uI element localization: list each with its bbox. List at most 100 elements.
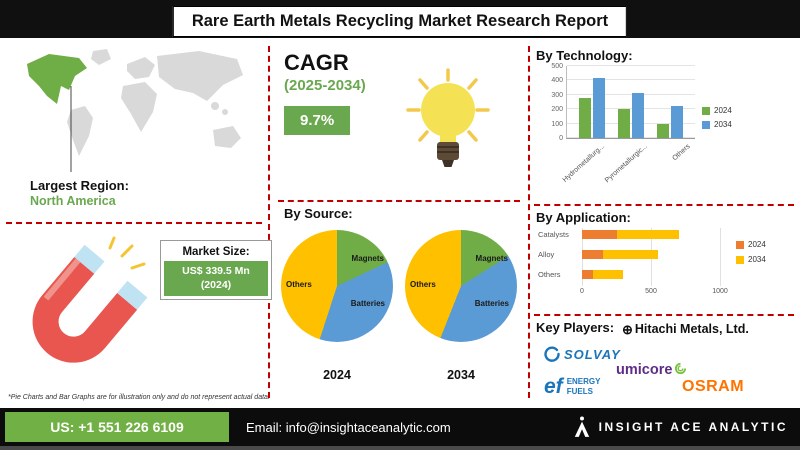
- pie-label-others: Others: [286, 280, 312, 289]
- x-tick-label: 500: [645, 288, 657, 295]
- app-bar-track: [582, 269, 720, 279]
- cagr-period: (2025-2034): [284, 77, 366, 94]
- divider-vertical-1: [268, 46, 270, 398]
- energy-fuels-logo: ef ENERGY FUELS: [544, 376, 600, 397]
- market-size-value: US$ 339.5 Mn (2024): [164, 261, 268, 297]
- application-x-ticks: 0 500 1000: [580, 288, 728, 298]
- bar-segment-2024: [582, 249, 603, 259]
- bar-2034: [593, 77, 606, 138]
- technology-plot-area: 0 100 200 300 400 500: [551, 63, 695, 142]
- app-category-label: Others: [538, 269, 561, 279]
- hitachi-logo-text: Hitachi Metals, Ltd.: [634, 322, 749, 336]
- pie-label-magnets: Magnets: [351, 254, 384, 263]
- hitachi-logo: ⊕ Hitachi Metals, Ltd.: [622, 322, 749, 336]
- phone-contact[interactable]: US: +1 551 226 6109: [5, 412, 229, 442]
- market-size-year: (2024): [200, 278, 232, 291]
- disclaimer-footnote: *Pie Charts and Bar Graphs are for illus…: [8, 394, 270, 401]
- energy-fuels-text: ENERGY FUELS: [567, 377, 601, 395]
- footer-bottom-strip: [0, 446, 800, 450]
- brand-lockup: INSIGHT ACE ANALYTIC: [573, 412, 788, 442]
- market-size-amount: US$ 339.5 Mn: [182, 265, 250, 277]
- largest-region-label: Largest Region:: [30, 178, 129, 193]
- bar-2034: [631, 93, 644, 138]
- app-category-label: Alloy: [538, 249, 555, 259]
- technology-category-labels: Hydrometallurg... Pyrometallurgic... Other…: [562, 140, 706, 186]
- legend-label: 2034: [748, 255, 766, 264]
- y-tick-label: 500: [551, 63, 563, 70]
- bar-segment-2024: [582, 229, 617, 239]
- magnet-illustration: [10, 234, 150, 384]
- x-tick-label: 0: [580, 288, 584, 295]
- legend-swatch: [736, 255, 744, 264]
- pie-label-batteries: Batteries: [474, 299, 509, 308]
- app-row: Alloy: [538, 248, 790, 260]
- application-bar-chart: Catalysts Alloy Others 0 500 1000 2024 2034: [538, 228, 790, 312]
- bar-segment-2024: [582, 269, 594, 279]
- legend-item: 2024: [736, 240, 766, 249]
- insight-ace-logo-icon: [574, 416, 589, 437]
- gridline: [567, 122, 695, 124]
- category-label: Pyrometallurgic...: [603, 143, 649, 185]
- technology-legend: 2024 2034: [702, 106, 732, 129]
- hitachi-mark-icon: ⊕: [622, 321, 633, 337]
- app-row: Others: [538, 268, 790, 280]
- gridline: [720, 228, 721, 286]
- legend-label: 2024: [748, 240, 766, 249]
- gridline: [567, 79, 695, 81]
- pie-label-magnets: Magnets: [475, 254, 508, 263]
- osram-logo: OSRAM: [682, 378, 745, 395]
- legend-item: 2034: [736, 255, 766, 264]
- bar-segment-2034: [616, 229, 679, 239]
- page-title: Rare Earth Metals Recycling Market Resea…: [172, 6, 628, 37]
- cagr-label: CAGR: [284, 50, 349, 75]
- pie-chart-2024: Magnets Batteries Others: [281, 230, 393, 342]
- category-label: Others: [671, 143, 692, 163]
- world-map-svg: [27, 49, 243, 172]
- app-bar-track: [582, 249, 720, 259]
- world-map: [8, 46, 260, 174]
- application-rows: Catalysts Alloy Others: [538, 228, 790, 280]
- y-tick-label: 100: [551, 120, 563, 128]
- gridline: [567, 137, 695, 138]
- divider-right-1: [534, 204, 794, 206]
- x-tick-label: 1000: [712, 288, 728, 295]
- email-contact[interactable]: Email: info@insightaceanalytic.com: [246, 419, 451, 435]
- energy-fuels-line2: FUELS: [566, 386, 593, 396]
- y-tick-label: 0: [559, 135, 563, 142]
- bar-group: [579, 66, 606, 138]
- lightbulb-icon: [406, 68, 490, 167]
- divider-left: [6, 222, 262, 224]
- lightbulb-illustration: [398, 66, 498, 178]
- gridline: [567, 93, 695, 95]
- umicore-logo-text: umicore: [616, 362, 673, 378]
- legend-swatch: [702, 106, 710, 115]
- energy-fuels-line1: ENERGY: [566, 377, 601, 387]
- pie-label-batteries: Batteries: [350, 299, 385, 308]
- by-technology-title: By Technology:: [536, 48, 633, 63]
- legend-item: 2024: [702, 106, 732, 115]
- bar-groups: [567, 66, 695, 138]
- pie-year-2024: 2024: [323, 368, 351, 382]
- magnet-icon: [32, 236, 148, 363]
- legend-label: 2034: [714, 120, 732, 129]
- by-source-title: By Source:: [284, 206, 353, 221]
- pie-year-2034: 2034: [447, 368, 475, 382]
- energy-fuels-mark: ef: [544, 375, 563, 398]
- y-tick-label: 300: [551, 91, 563, 99]
- market-size-card: Market Size: US$ 339.5 Mn (2024): [160, 240, 272, 301]
- pie-chart-2034: Magnets Batteries Others: [405, 230, 517, 342]
- app-bar-track: [582, 229, 720, 239]
- cagr-value-badge: 9.7%: [284, 106, 351, 135]
- technology-bar-chart: 0 100 200 300 400 500 Hydrometallurg... Pyrome…: [538, 63, 748, 188]
- bar-group: [617, 66, 644, 138]
- bar-group: [656, 66, 683, 138]
- key-players-title: Key Players:: [536, 320, 615, 335]
- legend-swatch: [702, 120, 710, 129]
- legend-swatch: [736, 240, 744, 249]
- app-category-label: Catalysts: [538, 229, 569, 239]
- bar-segment-2034: [602, 249, 658, 259]
- app-row: Catalysts: [538, 228, 790, 240]
- bar-2024: [656, 123, 669, 138]
- solvay-logo-text: SOLVAY: [564, 346, 621, 362]
- solvay-logo: SOLVAY: [544, 346, 621, 362]
